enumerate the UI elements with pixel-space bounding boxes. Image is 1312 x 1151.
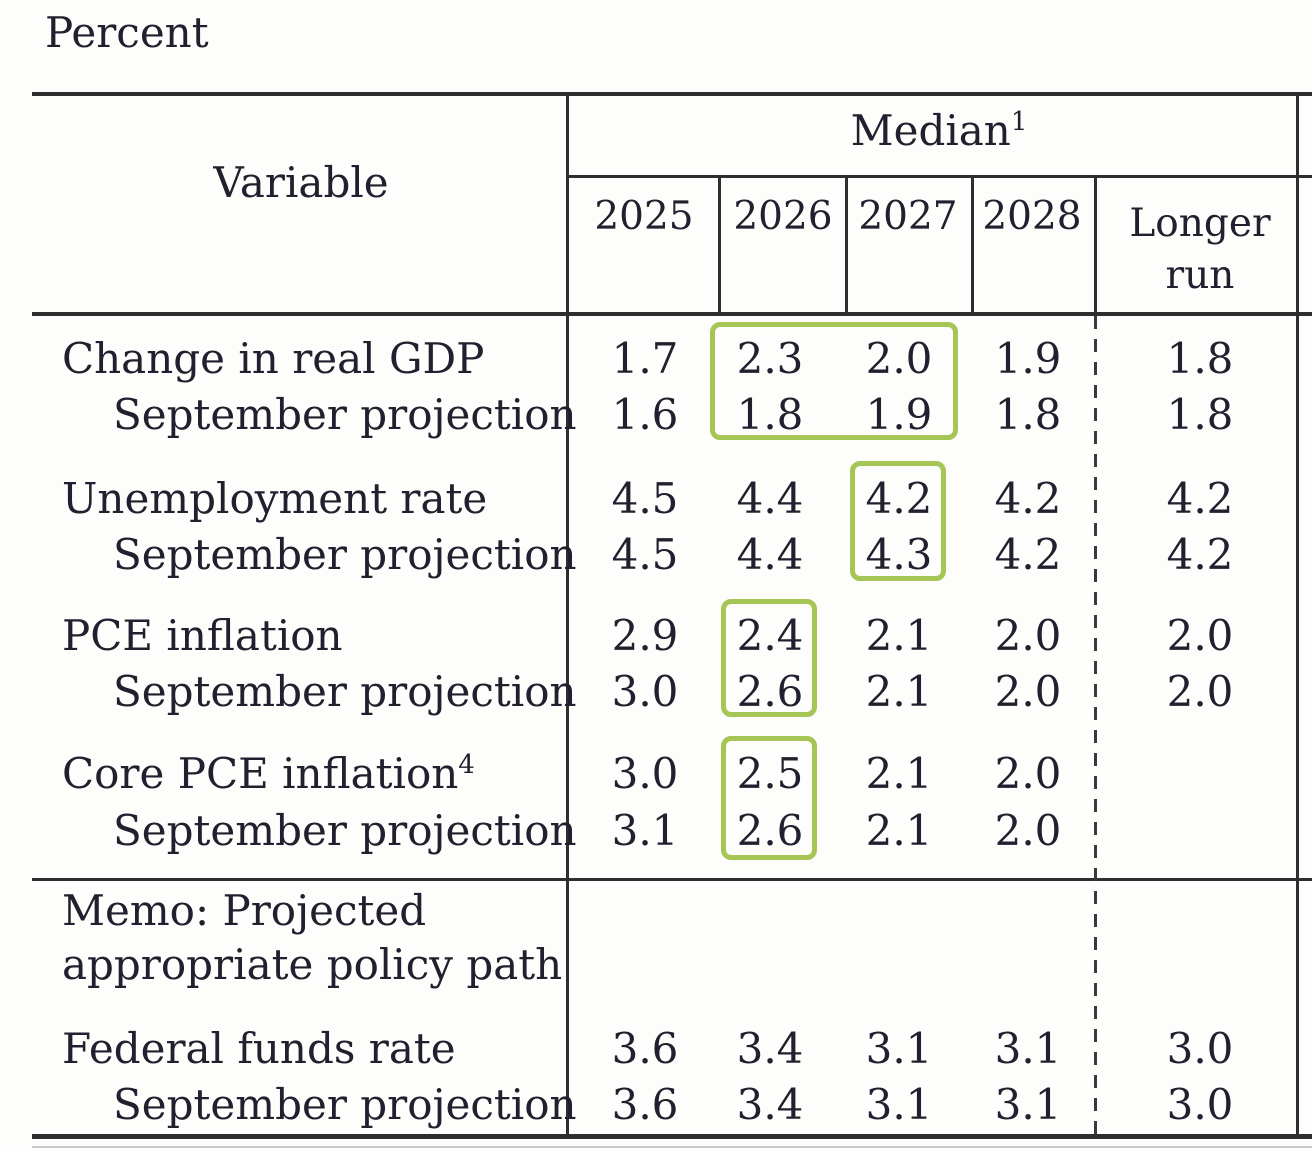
highlight-box-unemployment-2027 xyxy=(850,461,946,581)
row-label-federal-funds-rate: Federal funds rate xyxy=(62,1024,456,1073)
row-label-memo: Memo: Projected appropriate policy path xyxy=(62,886,563,989)
median-header: Median1 xyxy=(566,106,1312,155)
cell: 2.6 xyxy=(736,806,804,855)
cell: 2.0 xyxy=(994,611,1062,660)
units-label: Percent xyxy=(45,8,209,57)
year-header-2026: 2026 xyxy=(733,194,833,239)
cell: 1.8 xyxy=(994,390,1062,439)
cell: 4.3 xyxy=(865,530,933,579)
cell: 2.0 xyxy=(865,334,933,383)
row-label-gdp-september: September projection xyxy=(113,390,577,439)
cell: 4.2 xyxy=(865,474,933,523)
cell: 1.9 xyxy=(994,334,1062,383)
variable-column-header: Variable xyxy=(213,158,389,207)
core-pce-footnote-marker: 4 xyxy=(458,750,475,780)
cell: 4.4 xyxy=(736,474,804,523)
cell: 4.4 xyxy=(736,530,804,579)
cell: 2.6 xyxy=(736,667,804,716)
row-label-unemployment: Unemployment rate xyxy=(62,474,488,523)
cell: 3.1 xyxy=(994,1080,1062,1129)
highlight-box-gdp-2026-2027 xyxy=(710,322,958,440)
cell: 2.0 xyxy=(994,667,1062,716)
highlight-box-core-pce-2026 xyxy=(721,736,817,860)
longer-run-dashed-divider xyxy=(1094,316,1097,1134)
cell: 2.0 xyxy=(1166,667,1234,716)
median-underline xyxy=(566,175,1312,178)
cell: 3.1 xyxy=(611,806,679,855)
cell: 1.8 xyxy=(1166,390,1234,439)
cell: 3.4 xyxy=(736,1080,804,1129)
cell: 4.5 xyxy=(611,530,679,579)
row-label-ffr-september: September projection xyxy=(113,1080,577,1129)
year-header-2027: 2027 xyxy=(858,194,958,239)
cell: 2.1 xyxy=(865,611,933,660)
table-bottom-border xyxy=(32,1134,1312,1139)
cell: 4.2 xyxy=(1166,474,1234,523)
cell: 3.6 xyxy=(611,1024,679,1073)
cell: 2.1 xyxy=(865,667,933,716)
cell: 2.1 xyxy=(865,806,933,855)
cell: 1.7 xyxy=(611,334,679,383)
cell: 4.5 xyxy=(611,474,679,523)
cell: 3.4 xyxy=(736,1024,804,1073)
row-label-pce-september: September projection xyxy=(113,667,577,716)
divider-2026-2027 xyxy=(845,175,848,316)
row-label-pce-inflation: PCE inflation xyxy=(62,611,343,660)
cell: 3.1 xyxy=(865,1080,933,1129)
cell: 4.2 xyxy=(994,474,1062,523)
cell: 3.1 xyxy=(994,1024,1062,1073)
divider-2027-2028 xyxy=(971,175,974,316)
table-right-border xyxy=(1296,92,1299,1139)
table-bottom-shadow-line xyxy=(32,1146,1312,1148)
year-header-2025: 2025 xyxy=(594,194,694,239)
cell: 3.1 xyxy=(865,1024,933,1073)
divider-2028-longer-run xyxy=(1094,175,1097,316)
cell: 4.2 xyxy=(1166,530,1234,579)
median-footnote-marker: 1 xyxy=(1010,107,1028,137)
row-label-gdp: Change in real GDP xyxy=(62,334,485,383)
cell: 2.0 xyxy=(994,749,1062,798)
highlight-box-pce-2026 xyxy=(721,599,817,717)
cell: 3.0 xyxy=(611,667,679,716)
year-header-2028: 2028 xyxy=(982,194,1082,239)
cell: 2.0 xyxy=(1166,611,1234,660)
row-label-unemployment-september: September projection xyxy=(113,530,577,579)
cell: 2.1 xyxy=(865,749,933,798)
divider-2025-2026 xyxy=(718,175,721,316)
table-top-border xyxy=(32,92,1312,96)
cell: 2.3 xyxy=(736,334,804,383)
cell: 1.8 xyxy=(1166,334,1234,383)
cell: 2.5 xyxy=(736,749,804,798)
longer-run-header: Longer run xyxy=(1129,201,1271,298)
cell: 3.6 xyxy=(611,1080,679,1129)
cell: 1.9 xyxy=(865,390,933,439)
median-header-text: Median xyxy=(850,106,1011,155)
cell: 2.0 xyxy=(994,806,1062,855)
cell: 3.0 xyxy=(1166,1024,1234,1073)
cell: 2.9 xyxy=(611,611,679,660)
variable-column-divider xyxy=(566,92,569,1139)
cell: 4.2 xyxy=(994,530,1062,579)
cell: 2.4 xyxy=(736,611,804,660)
cell: 1.8 xyxy=(736,390,804,439)
header-bottom-border xyxy=(32,312,1312,316)
cell: 3.0 xyxy=(611,749,679,798)
row-label-core-pce-september: September projection xyxy=(113,806,577,855)
cell: 1.6 xyxy=(611,390,679,439)
cell: 3.0 xyxy=(1166,1080,1234,1129)
row-label-core-pce: Core PCE inflation4 xyxy=(62,749,475,798)
memo-section-divider xyxy=(32,878,1312,881)
